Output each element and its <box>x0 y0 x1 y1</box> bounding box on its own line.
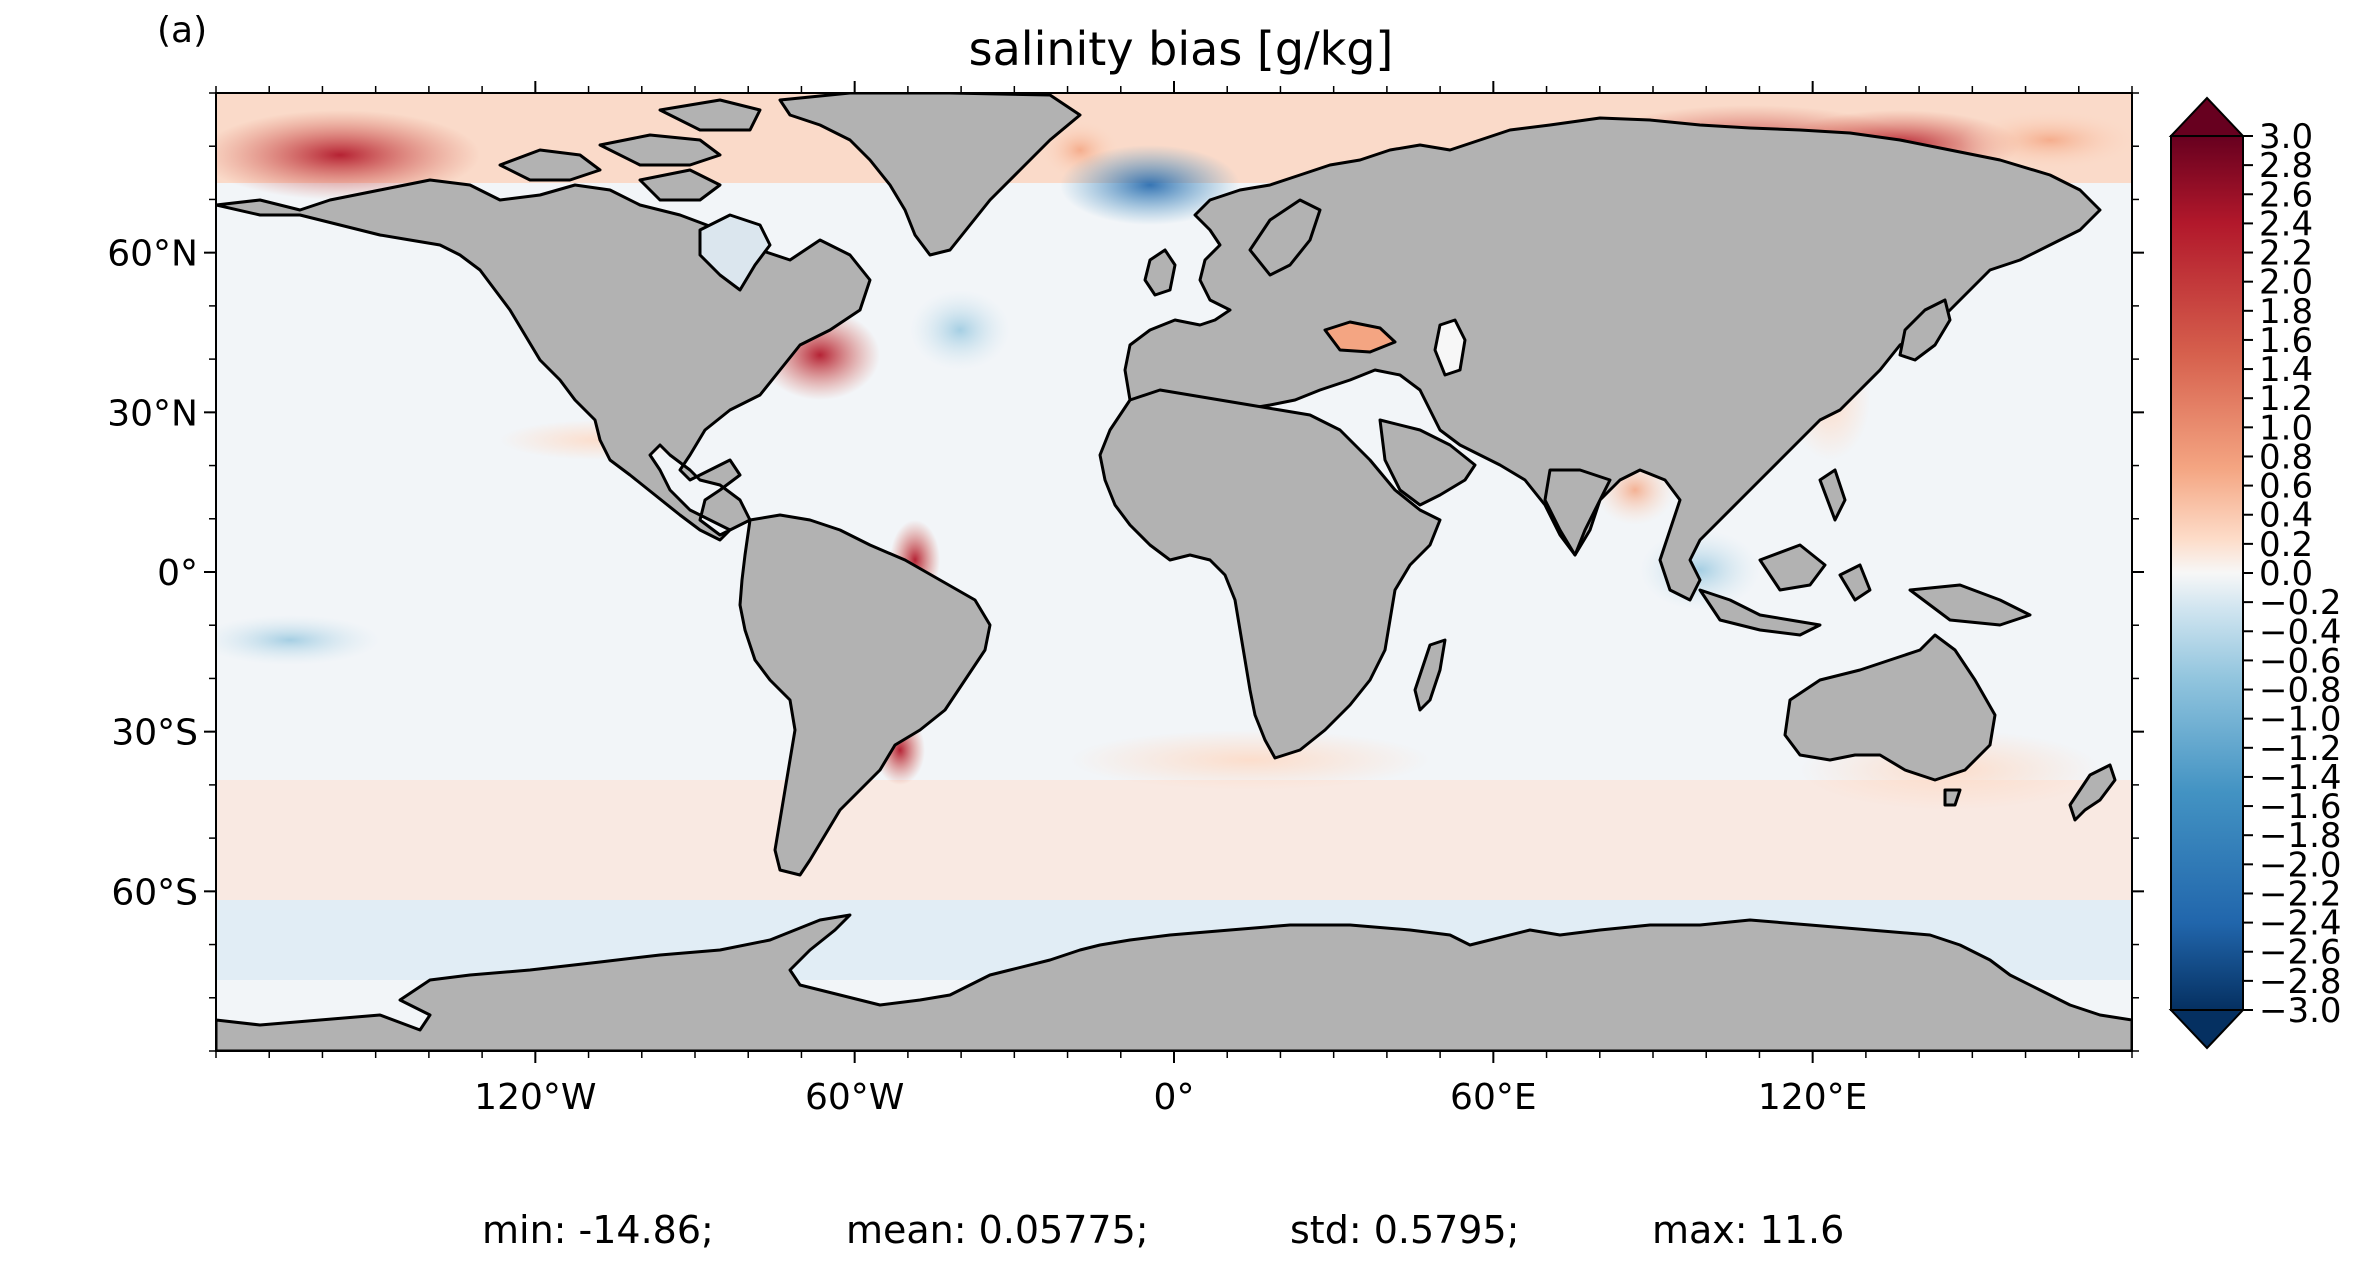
colorbar-tick-label: 2.2 <box>2259 234 2313 274</box>
colorbar-tick-label: 1.4 <box>2259 350 2313 390</box>
colorbar-tick-label: 2.4 <box>2259 204 2313 244</box>
lat-tick-label: 0° <box>157 553 198 594</box>
lon-tick-label: 60°E <box>1450 1077 1537 1118</box>
land-greenland <box>778 93 1082 257</box>
lon-tick-label: 120°W <box>474 1077 596 1118</box>
colorbar-tick-label: 0.6 <box>2259 467 2313 507</box>
land-australia <box>1783 633 1997 782</box>
colorbar-tick-label: −1.4 <box>2259 758 2342 798</box>
colorbar-tick-label: 1.0 <box>2259 408 2313 448</box>
colorbar-tick-label: −3.0 <box>2259 991 2342 1031</box>
colorbar-extend-bottom <box>2168 1009 2246 1050</box>
colorbar-tick-label: −0.6 <box>2259 641 2342 681</box>
colorbar-tick-label: 0.0 <box>2259 554 2313 594</box>
colorbar-tick-label: −0.2 <box>2259 583 2342 623</box>
colorbar-ticks: 3.02.82.62.42.22.01.81.61.41.21.00.80.60… <box>2243 117 2342 1031</box>
colorbar: 3.02.82.62.42.22.01.81.61.41.21.00.80.60… <box>2168 96 2342 1050</box>
colorbar-tick-label: 2.8 <box>2259 146 2313 186</box>
colorbar-tick-label: 0.2 <box>2259 525 2313 565</box>
colorbar-tick-label: 3.0 <box>2259 117 2313 157</box>
lon-tick-label: 120°E <box>1758 1077 1867 1118</box>
lat-tick-label: 30°S <box>111 713 198 754</box>
colorbar-tick-label: 1.2 <box>2259 379 2313 419</box>
land-antarctica <box>216 913 2132 1051</box>
land-south-america <box>738 513 992 877</box>
colorbar-tick-label: 0.8 <box>2259 437 2313 477</box>
colorbar-tick-label: −2.0 <box>2259 845 2342 885</box>
colorbar-tick-label: −1.0 <box>2259 700 2342 740</box>
land-africa <box>1098 388 1442 760</box>
colorbar-tick-label: −1.8 <box>2259 816 2342 856</box>
land-masses <box>216 93 2132 1051</box>
land-north-america <box>216 178 872 542</box>
colorbar-tick-label: −2.6 <box>2259 933 2342 973</box>
colorbar-tick-label: −2.8 <box>2259 962 2342 1002</box>
colorbar-tick-label: 2.6 <box>2259 175 2313 215</box>
stat-mean: mean: 0.05775; <box>846 1208 1149 1252</box>
lat-ticks: 60°N 30°N 0° 30°S 60°S <box>107 234 2144 913</box>
lat-tick-label: 60°N <box>107 234 198 275</box>
colorbar-tick-label: −0.4 <box>2259 612 2342 652</box>
colorbar-tick-label: 0.4 <box>2259 496 2313 536</box>
lon-tick-label: 60°W <box>805 1077 904 1118</box>
colorbar-tick-label: 2.0 <box>2259 263 2313 303</box>
colorbar-tick-label: −2.4 <box>2259 904 2342 944</box>
colorbar-tick-label: −1.6 <box>2259 787 2342 827</box>
colorbar-extend-top <box>2168 96 2246 137</box>
map-title: salinity bias [g/kg] <box>968 22 1394 76</box>
colorbar-tick-label: −0.8 <box>2259 671 2342 711</box>
colorbar-tick-label: −2.2 <box>2259 874 2342 914</box>
colorbar-body <box>2170 135 2244 1011</box>
panel-label: (a) <box>157 10 208 51</box>
stat-std: std: 0.5795; <box>1290 1208 1520 1252</box>
stat-min: min: -14.86; <box>482 1208 714 1252</box>
stat-max: max: 11.6 <box>1652 1208 1845 1252</box>
colorbar-tick-label: 1.8 <box>2259 292 2313 332</box>
lon-tick-label: 0° <box>1154 1077 1195 1118</box>
colorbar-tick-label: 1.6 <box>2259 321 2313 361</box>
lon-ticks: 120°W 60°W 0° 60°E 120°E <box>474 81 1867 1118</box>
lat-tick-label: 30°N <box>107 393 198 434</box>
colorbar-tick-label: −1.2 <box>2259 729 2342 769</box>
lat-tick-label: 60°S <box>111 872 198 913</box>
